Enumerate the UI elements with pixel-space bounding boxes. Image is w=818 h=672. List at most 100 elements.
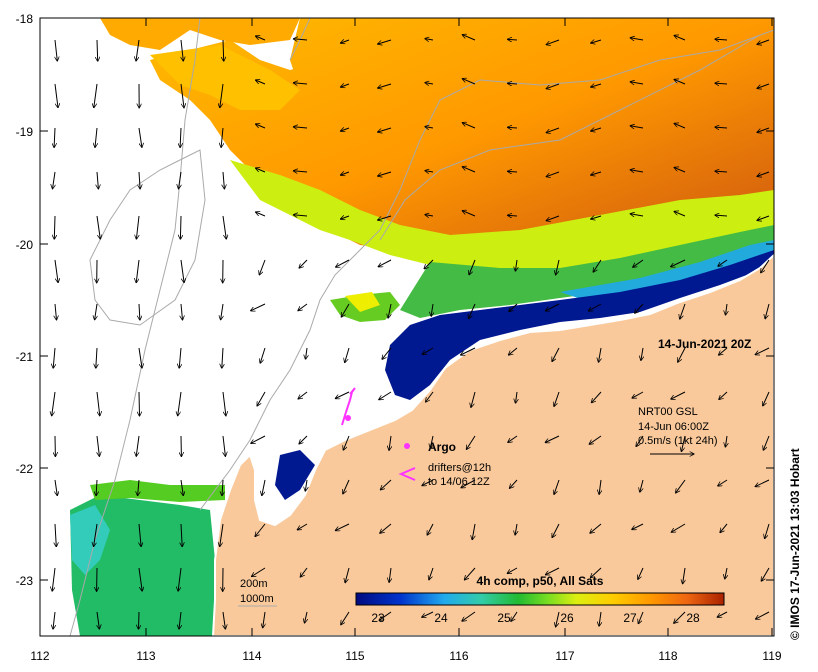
current-vector (96, 215, 100, 239)
current-vector (431, 303, 433, 316)
current-vector (635, 303, 644, 313)
current-vector (138, 347, 142, 368)
current-vector (300, 567, 308, 577)
sst-colorbar (355, 592, 725, 606)
current-vector (462, 167, 476, 173)
colorbar-tick-label: 28 (686, 611, 700, 625)
current-vector (426, 391, 434, 402)
current-vector (335, 523, 350, 531)
current-vector (305, 479, 307, 491)
current-vector (341, 303, 350, 317)
current-vector (257, 391, 266, 406)
lon-tick-label: 114 (242, 649, 261, 663)
current-vector (719, 391, 728, 400)
current-vector (293, 39, 308, 40)
current-vector (630, 214, 644, 216)
current-vector (136, 259, 140, 283)
current-vector (138, 567, 142, 591)
current-vector (345, 347, 350, 363)
current-legend-title: NRT00 GSL (638, 406, 698, 418)
current-vector (293, 127, 308, 128)
current-vector (515, 259, 517, 271)
current-vector (552, 523, 560, 538)
current-vector (765, 523, 770, 539)
current-vector (136, 215, 140, 239)
current-vector (630, 126, 644, 128)
current-vector (469, 303, 476, 319)
current-vector (53, 171, 56, 189)
bathymetry-contours (69, 18, 774, 636)
current-vector (472, 523, 476, 540)
lon-tick-label: 112 (30, 649, 49, 663)
current-vector (674, 123, 686, 129)
current-vector (55, 39, 57, 61)
current-vector (469, 259, 476, 275)
current-vector (222, 479, 223, 496)
current-legend-scale: 0.5m/s (1kt 24h) (638, 435, 717, 447)
current-vector (718, 259, 728, 266)
current-vector (341, 84, 350, 87)
current-vector (718, 479, 728, 486)
current-vector (671, 391, 686, 399)
current-vector (55, 523, 56, 547)
current-vector (590, 567, 602, 578)
current-vector (293, 171, 308, 172)
current-vector (725, 567, 727, 579)
current-vector (715, 127, 728, 128)
current-vector (508, 83, 518, 84)
current-vector (554, 479, 560, 494)
current-vector (256, 36, 266, 41)
drifter-legend-line1: drifters@12h (428, 462, 491, 474)
current-vector (341, 128, 350, 131)
sst-nw-patch (100, 18, 300, 50)
current-vector (222, 391, 226, 416)
current-vector (726, 303, 728, 315)
current-vector (263, 611, 265, 628)
current-vector (139, 171, 140, 189)
current-vector (139, 611, 140, 629)
current-vector (545, 303, 560, 311)
current-vector (138, 127, 142, 147)
current-vector (471, 391, 476, 407)
current-vector (223, 39, 224, 61)
current-vector (422, 479, 434, 486)
current-vector (380, 523, 392, 533)
current-vector (55, 479, 57, 496)
current-vector (546, 39, 560, 45)
current-vector (591, 128, 602, 131)
current-vector (341, 611, 350, 625)
sst-green-band (400, 225, 774, 318)
current-vector (306, 347, 308, 359)
current-vector (97, 171, 98, 189)
current-vector (389, 567, 391, 582)
sst-yellow-coastal (345, 292, 380, 312)
current-vector (251, 435, 266, 443)
current-vector (671, 523, 686, 532)
current-vector (683, 567, 685, 584)
current-vector (94, 523, 98, 547)
current-vector (341, 172, 350, 175)
current-vector (94, 83, 98, 108)
current-vector (259, 259, 266, 275)
current-vector (97, 39, 98, 61)
argo-float-marker (345, 415, 351, 421)
lat-tick-label: -19 (16, 125, 34, 139)
current-vector (299, 259, 308, 268)
current-vector (516, 391, 518, 403)
current-vector (139, 303, 140, 320)
current-vector (671, 259, 686, 267)
current-vector (251, 303, 266, 311)
current-vector (599, 479, 601, 494)
lon-tick-label: 113 (136, 649, 155, 663)
current-vector (136, 435, 140, 456)
current-vector (298, 391, 308, 399)
current-vector (389, 435, 391, 450)
current-vector (256, 212, 266, 217)
current-vector (545, 567, 560, 575)
current-vector (633, 259, 644, 267)
current-vector (53, 611, 55, 629)
axis-ticks (39, 17, 774, 636)
current-vector (755, 347, 770, 355)
current-vector (305, 611, 308, 623)
